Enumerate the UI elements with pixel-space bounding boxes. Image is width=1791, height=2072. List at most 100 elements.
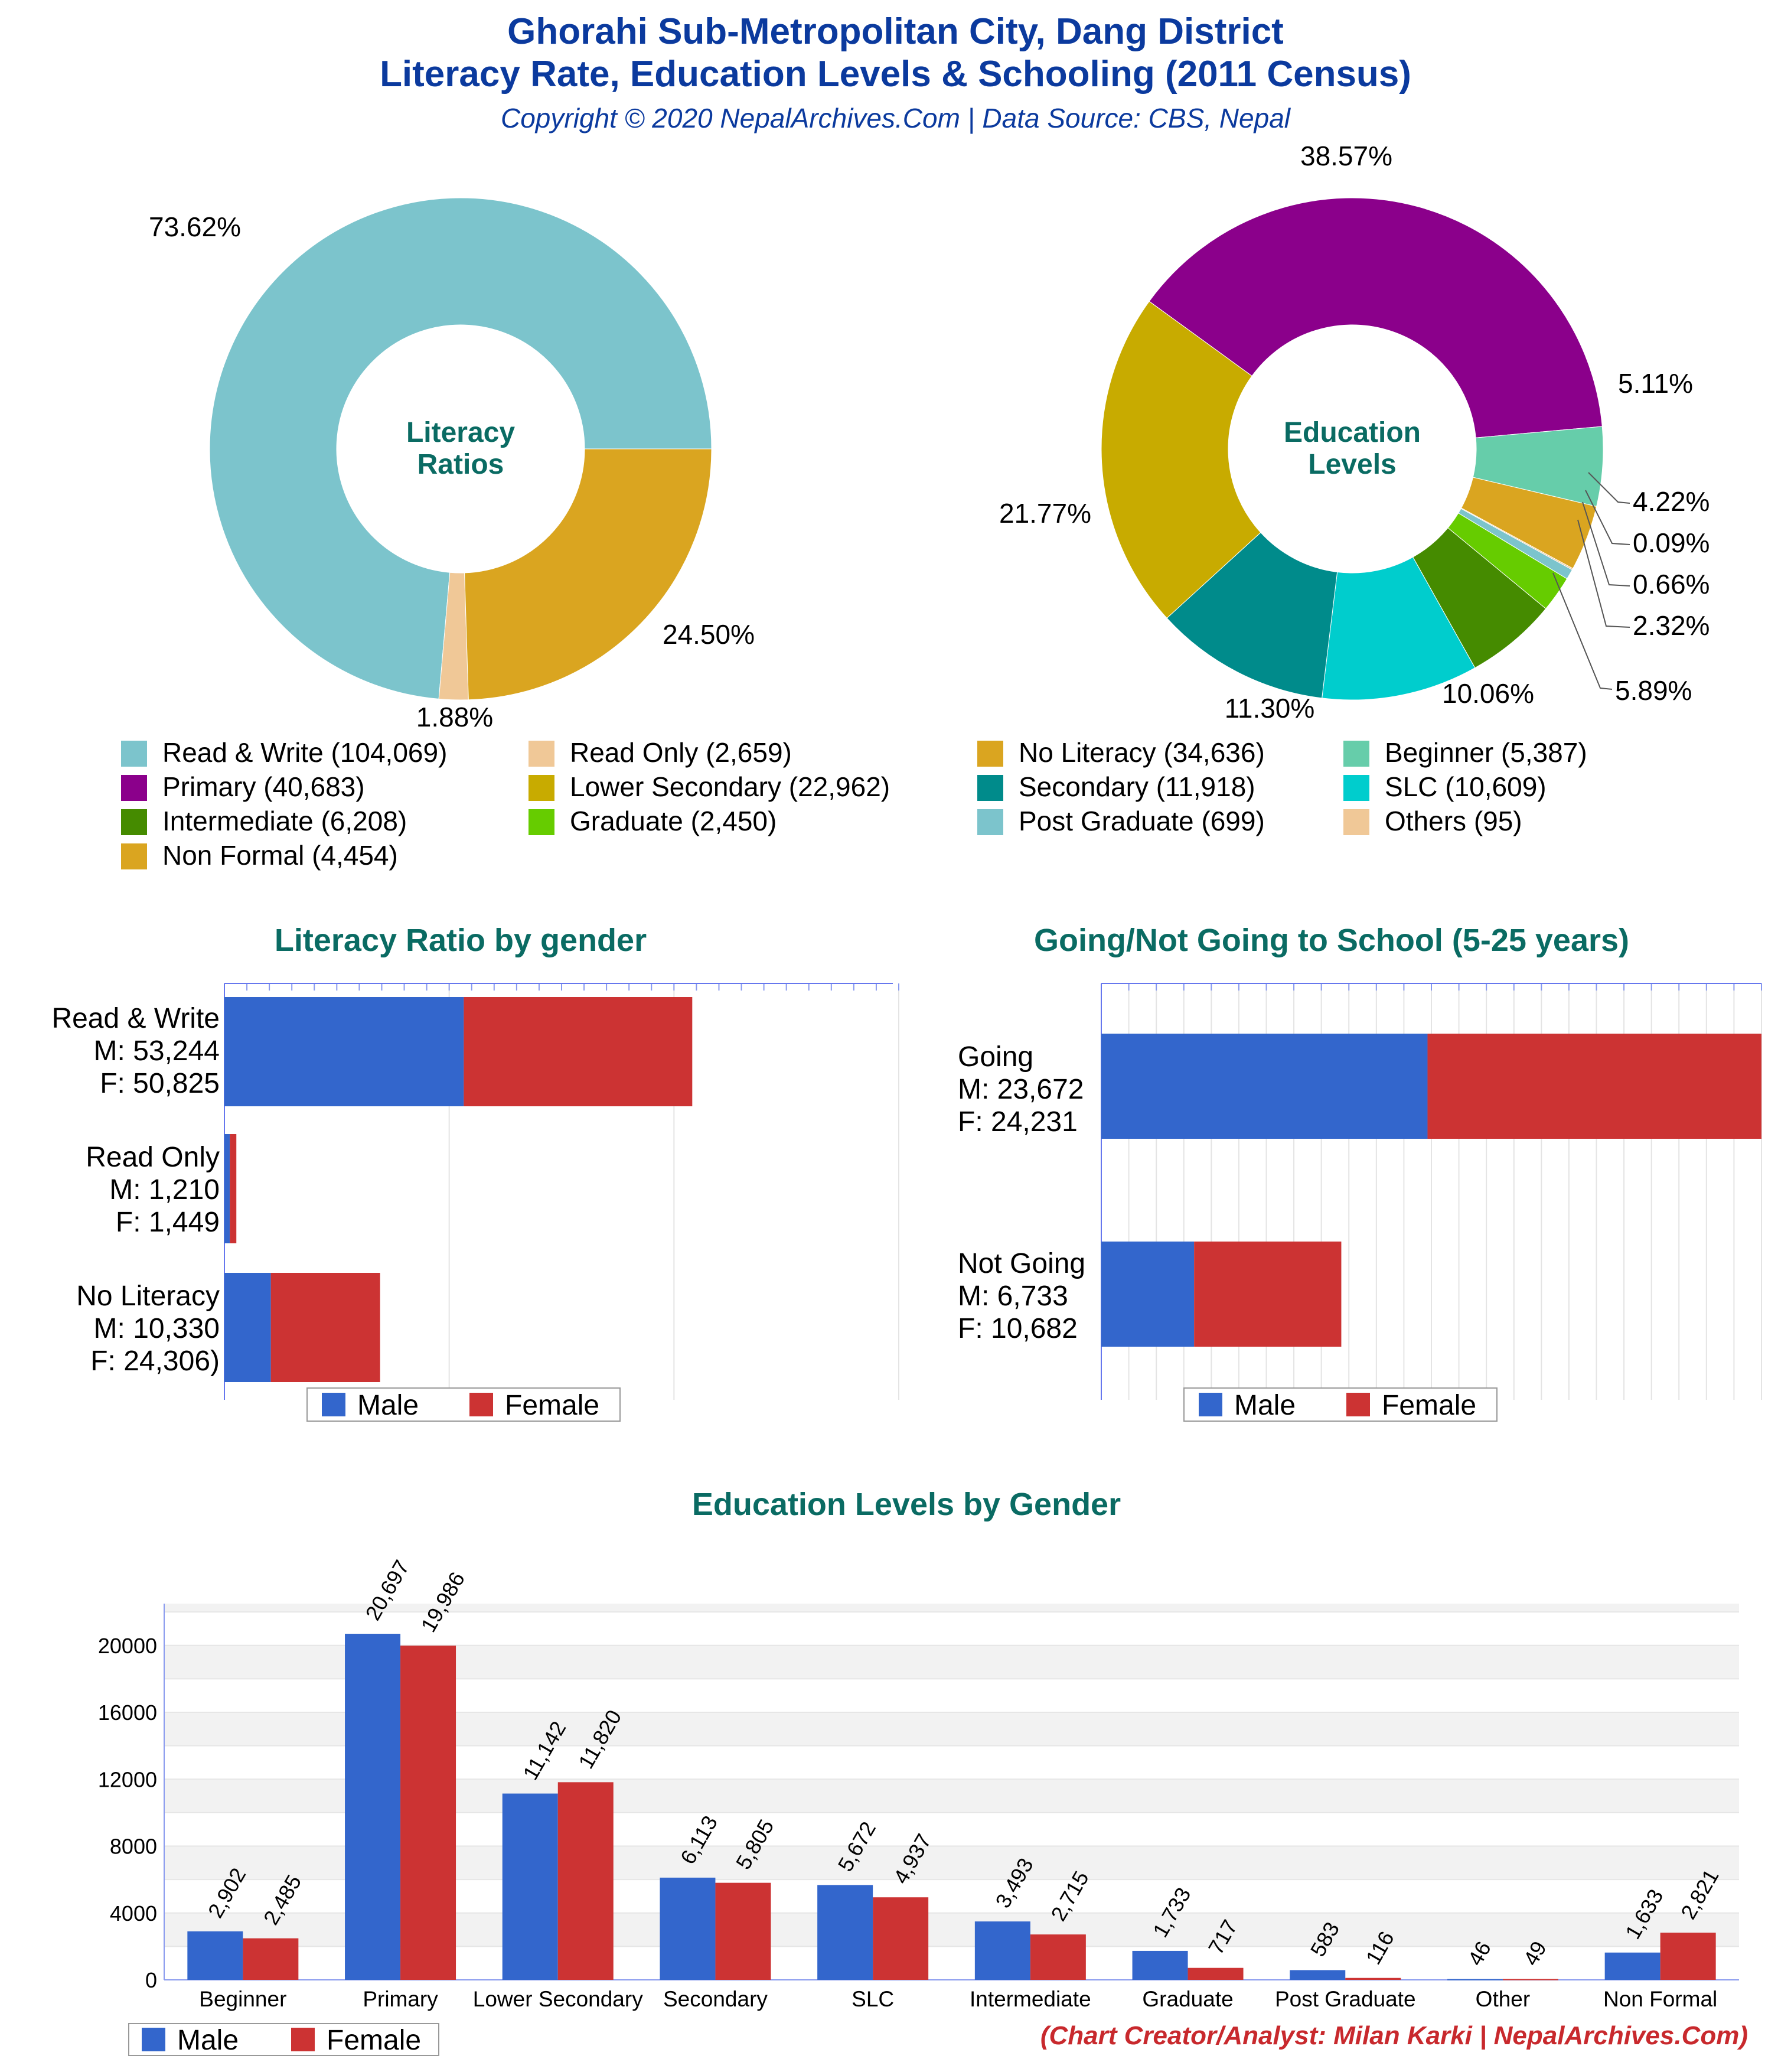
bar-female bbox=[1194, 1242, 1342, 1347]
pie-percent-label: 11.30% bbox=[1225, 693, 1315, 724]
pie-percent-label: 1.88% bbox=[416, 702, 493, 732]
pie-leader-line bbox=[1552, 572, 1613, 690]
copyright-line: Copyright © 2020 NepalArchives.Com | Dat… bbox=[500, 103, 1290, 133]
y-tick-label: 20000 bbox=[98, 1634, 157, 1658]
y-tick-label: 12000 bbox=[98, 1767, 157, 1791]
category-label: Read & Write bbox=[51, 1003, 220, 1034]
legend-item-label: Beginner (5,387) bbox=[1385, 737, 1587, 768]
x-tick-label: Primary bbox=[363, 1987, 438, 2011]
category-label: F: 24,306) bbox=[90, 1346, 220, 1377]
bar-female bbox=[1427, 1034, 1761, 1139]
legend-swatch bbox=[121, 741, 147, 767]
legend-label-male: Male bbox=[177, 2025, 239, 2056]
legend-item-label: SLC (10,609) bbox=[1385, 771, 1547, 802]
x-tick-label: SLC bbox=[852, 1987, 894, 2011]
category-label: M: 53,244 bbox=[94, 1035, 220, 1067]
legend-item-label: Read & Write (104,069) bbox=[162, 737, 447, 768]
credit-line: (Chart Creator/Analyst: Milan Karki | Ne… bbox=[1040, 2021, 1748, 2050]
category-label: F: 50,825 bbox=[100, 1068, 220, 1099]
category-label: Not Going bbox=[958, 1248, 1085, 1279]
bar-male bbox=[1101, 1034, 1428, 1139]
bar-female bbox=[557, 1782, 614, 1980]
x-tick-label: Post Graduate bbox=[1275, 1987, 1416, 2011]
y-tick-label: 4000 bbox=[110, 1901, 157, 1926]
pie-slice-secondary bbox=[1166, 532, 1338, 699]
chart-title: Education Levels by Gender bbox=[692, 1487, 1121, 1522]
pie-leader-line bbox=[1582, 501, 1630, 587]
bar-female bbox=[1502, 1979, 1558, 1980]
legend-swatch-male bbox=[1199, 1393, 1222, 1416]
pie-slice-slc bbox=[1322, 556, 1476, 701]
bar-male bbox=[1447, 1979, 1503, 1980]
bar-female bbox=[230, 1134, 237, 1243]
legend-box bbox=[128, 2023, 439, 2056]
bar-male bbox=[224, 997, 464, 1106]
pie-leader-line bbox=[1585, 490, 1630, 545]
pie-percent-label: 4.22% bbox=[1633, 486, 1710, 517]
legend-swatch-male bbox=[142, 2028, 165, 2051]
bar-male bbox=[974, 1921, 1030, 1980]
bar-legend: Male Female bbox=[1183, 1387, 1498, 1422]
legend-swatch bbox=[977, 741, 1003, 767]
legend-item-label: Primary (40,683) bbox=[162, 771, 365, 802]
grouped-bar-chart: Education Levels by Gender 0 4000 8000 12000… bbox=[98, 1487, 1739, 2056]
bar-male bbox=[224, 1134, 230, 1243]
legend-item-label: Others (95) bbox=[1385, 806, 1522, 836]
x-tick-label: Non Formal bbox=[1603, 1987, 1717, 2011]
pie-slice-no-literacy bbox=[464, 448, 712, 701]
legend-swatch-male bbox=[322, 1393, 345, 1416]
category-label: Going bbox=[958, 1041, 1033, 1073]
category-label: F: 1,449 bbox=[116, 1207, 220, 1238]
legend-item-label: Non Formal (4,454) bbox=[162, 840, 398, 871]
bar-female bbox=[464, 997, 693, 1106]
legend-swatch bbox=[121, 843, 147, 869]
donut-center-label: Levels bbox=[1308, 449, 1396, 480]
category-label: M: 10,330 bbox=[94, 1313, 220, 1344]
legend-label-female: Female bbox=[505, 1390, 599, 1421]
legend-label-male: Male bbox=[357, 1390, 419, 1421]
bar-male bbox=[1290, 1970, 1346, 1980]
pie-leader-line bbox=[1577, 519, 1630, 628]
bar-male bbox=[345, 1634, 401, 1980]
bar-female bbox=[873, 1897, 929, 1980]
legend-swatch-female bbox=[1346, 1393, 1370, 1416]
category-label: Read Only bbox=[86, 1142, 220, 1173]
legend-box bbox=[306, 1387, 621, 1422]
pie-percent-label: 0.09% bbox=[1633, 527, 1710, 558]
pie-percent-label: 2.32% bbox=[1633, 610, 1710, 641]
legend-swatch-female bbox=[469, 1393, 493, 1416]
bar-male bbox=[1101, 1242, 1195, 1347]
bar-female bbox=[270, 1273, 380, 1382]
legend-item-label: Graduate (2,450) bbox=[570, 806, 777, 836]
pie-percent-label: 10.06% bbox=[1442, 678, 1534, 709]
pie-percent-label: 73.62% bbox=[149, 211, 241, 242]
bar-female bbox=[243, 1938, 299, 1980]
category-label: No Literacy bbox=[76, 1281, 220, 1312]
category-label: F: 10,682 bbox=[958, 1313, 1078, 1344]
bar-female bbox=[1030, 1934, 1086, 1980]
pie-percent-label: 5.89% bbox=[1615, 675, 1692, 706]
legend-swatch bbox=[1343, 775, 1369, 801]
bar-male bbox=[817, 1885, 873, 1980]
x-tick-label: Other bbox=[1476, 1987, 1531, 2011]
x-tick-label: Lower Secondary bbox=[473, 1987, 643, 2011]
legend-label-male: Male bbox=[1234, 1390, 1296, 1421]
chart-title: Going/Not Going to School (5-25 years) bbox=[1034, 923, 1629, 958]
legend-swatch-female bbox=[291, 2028, 315, 2051]
pie-legend: Read & Write (104,069) Read Only (2,659) N… bbox=[121, 737, 1587, 871]
legend-label-female: Female bbox=[1382, 1390, 1476, 1421]
bar-male bbox=[660, 1877, 716, 1980]
pie-percent-label: 21.77% bbox=[999, 498, 1091, 529]
category-label: M: 6,733 bbox=[958, 1281, 1068, 1312]
category-label: M: 23,672 bbox=[958, 1074, 1084, 1105]
plot-band bbox=[164, 1612, 1739, 1646]
legend-label-female: Female bbox=[327, 2025, 421, 2056]
main-title: Ghorahi Sub-Metropolitan City, Dang Dist… bbox=[507, 11, 1284, 52]
chart-title: Literacy Ratio by gender bbox=[275, 923, 647, 958]
bar-male bbox=[502, 1793, 558, 1980]
legend-item-label: Lower Secondary (22,962) bbox=[570, 771, 890, 802]
bar-female bbox=[1660, 1933, 1716, 1980]
